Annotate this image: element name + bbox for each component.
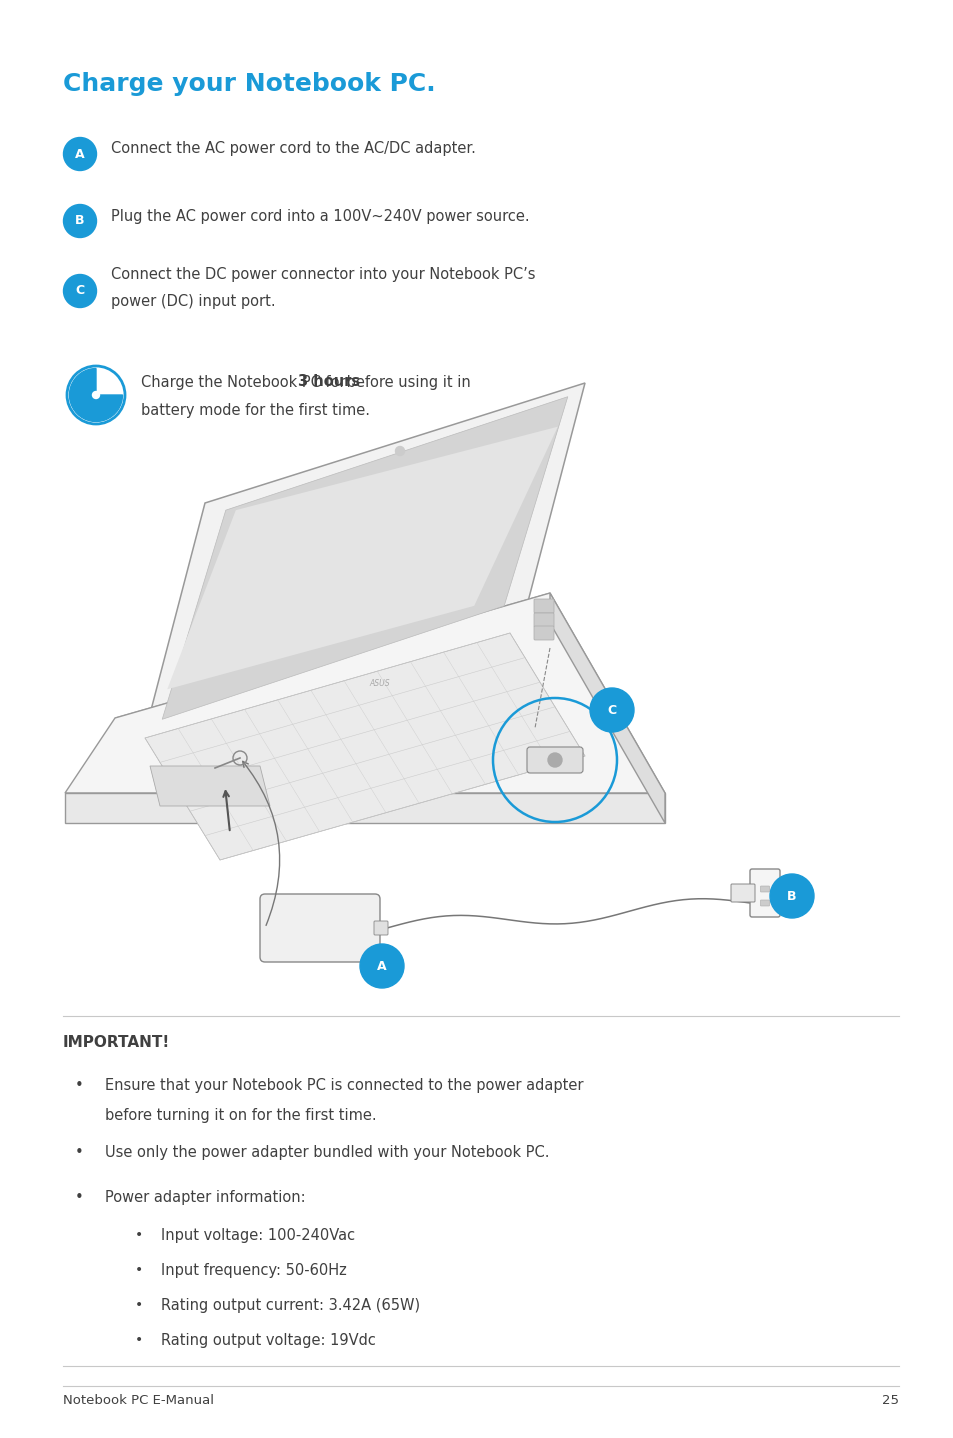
Text: Rating output current: 3.42A (65W): Rating output current: 3.42A (65W) [161, 1299, 419, 1313]
Text: Use only the power adapter bundled with your Notebook PC.: Use only the power adapter bundled with … [105, 1145, 549, 1160]
Text: 25: 25 [882, 1395, 898, 1408]
FancyBboxPatch shape [526, 746, 582, 774]
Text: A: A [376, 959, 386, 972]
Polygon shape [145, 383, 584, 733]
Text: Input frequency: 50-60Hz: Input frequency: 50-60Hz [161, 1263, 346, 1278]
Circle shape [589, 687, 634, 732]
Wedge shape [70, 368, 122, 421]
FancyBboxPatch shape [260, 894, 379, 962]
Text: Charge your Notebook PC.: Charge your Notebook PC. [63, 72, 436, 96]
Text: before turning it on for the first time.: before turning it on for the first time. [105, 1109, 376, 1123]
Text: •: • [75, 1191, 84, 1205]
Text: Connect the DC power connector into your Notebook PC’s: Connect the DC power connector into your… [111, 267, 535, 282]
Text: •: • [75, 1145, 84, 1160]
Polygon shape [550, 592, 664, 823]
FancyBboxPatch shape [749, 869, 780, 917]
Text: Ensure that your Notebook PC is connected to the power adapter: Ensure that your Notebook PC is connecte… [105, 1078, 583, 1093]
Circle shape [64, 138, 96, 171]
Polygon shape [162, 397, 567, 719]
Polygon shape [115, 592, 550, 733]
Circle shape [92, 391, 99, 398]
FancyBboxPatch shape [374, 920, 388, 935]
Text: Charge the Notebook PC for: Charge the Notebook PC for [141, 374, 350, 390]
Circle shape [64, 204, 96, 237]
Polygon shape [65, 792, 664, 823]
Text: A: A [75, 148, 85, 161]
Polygon shape [150, 766, 270, 807]
Text: Plug the AC power cord into a 100V~240V power source.: Plug the AC power cord into a 100V~240V … [111, 209, 529, 223]
Polygon shape [65, 592, 664, 792]
Text: •: • [135, 1299, 143, 1311]
FancyBboxPatch shape [760, 886, 769, 892]
Text: C: C [75, 285, 85, 298]
FancyBboxPatch shape [730, 884, 754, 902]
FancyBboxPatch shape [534, 626, 554, 640]
Circle shape [359, 943, 403, 988]
Text: •: • [135, 1333, 143, 1347]
Polygon shape [167, 427, 558, 689]
FancyBboxPatch shape [534, 613, 554, 627]
Text: battery mode for the first time.: battery mode for the first time. [141, 403, 370, 417]
Text: B: B [75, 214, 85, 227]
Text: ASUS: ASUS [370, 679, 390, 687]
Text: Rating output voltage: 19Vdc: Rating output voltage: 19Vdc [161, 1333, 375, 1347]
Circle shape [395, 447, 404, 456]
Text: Connect the AC power cord to the AC/DC adapter.: Connect the AC power cord to the AC/DC a… [111, 141, 476, 157]
Text: •: • [75, 1078, 84, 1093]
Text: IMPORTANT!: IMPORTANT! [63, 1035, 170, 1050]
Text: •: • [135, 1263, 143, 1277]
Text: B: B [786, 890, 796, 903]
Text: before using it in: before using it in [341, 374, 470, 390]
Text: Notebook PC E-Manual: Notebook PC E-Manual [63, 1395, 213, 1408]
Circle shape [769, 874, 813, 917]
Text: 3 hours: 3 hours [297, 374, 359, 390]
Text: •: • [135, 1228, 143, 1242]
Circle shape [547, 754, 561, 766]
Text: Power adapter information:: Power adapter information: [105, 1191, 305, 1205]
Circle shape [64, 275, 96, 308]
Text: Input voltage: 100-240Vac: Input voltage: 100-240Vac [161, 1228, 355, 1242]
Polygon shape [145, 633, 584, 860]
FancyBboxPatch shape [760, 900, 769, 906]
FancyBboxPatch shape [534, 600, 554, 613]
Text: C: C [607, 703, 616, 716]
Text: power (DC) input port.: power (DC) input port. [111, 295, 275, 309]
